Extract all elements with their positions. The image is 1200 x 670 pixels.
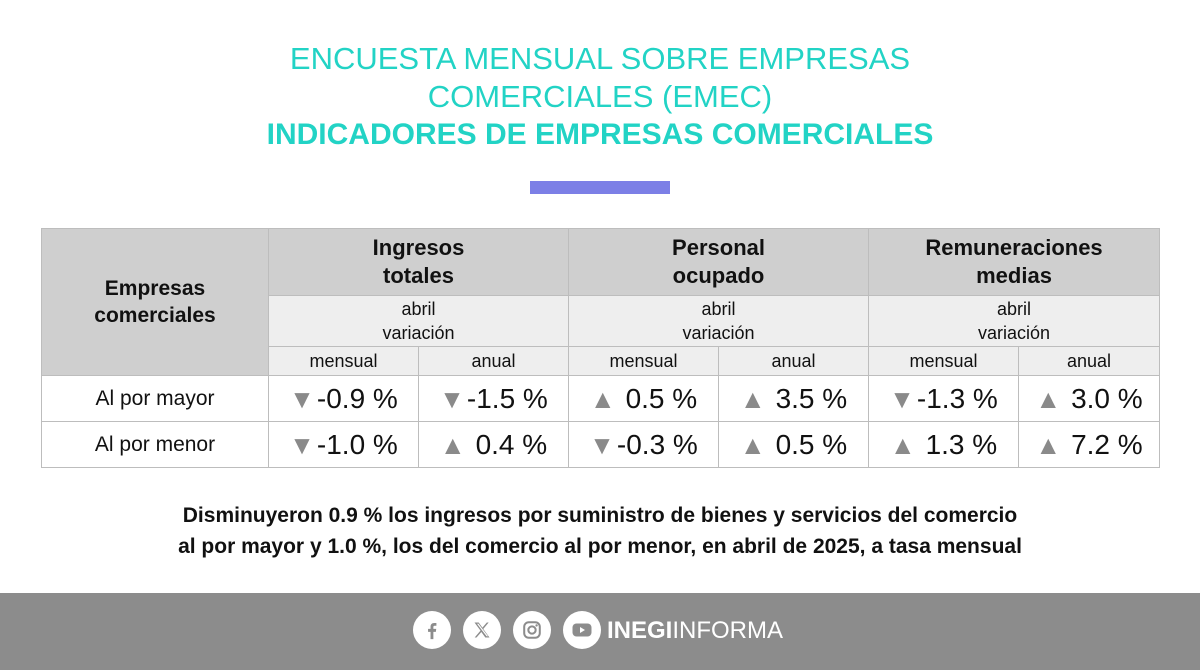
- value-cell: ▼-0.9 %: [268, 375, 419, 422]
- footnote-line2: al por mayor y 1.0 %, los del comercio a…: [178, 535, 1022, 558]
- triangle-down-icon: ▼: [289, 383, 315, 414]
- value-cell: ▼-1.3 %: [868, 375, 1020, 422]
- period-header: abril variación: [267, 295, 570, 347]
- value-text: -0.9 %: [316, 382, 398, 414]
- triangle-up-icon: ▲: [589, 383, 616, 414]
- group-line1: Personal: [672, 235, 765, 260]
- value-text: -1.5 %: [466, 382, 548, 414]
- corner-header: Empresas comerciales: [41, 228, 269, 376]
- period-header: abril variación: [868, 295, 1161, 347]
- brand-regular: INFORMA: [672, 617, 784, 644]
- facebook-icon[interactable]: [413, 611, 451, 649]
- value-cell: ▼-1.0 %: [268, 421, 419, 468]
- triangle-up-icon: ▲: [739, 429, 766, 460]
- period-line2: variación: [382, 323, 455, 343]
- corner-label-line1: Empresas: [104, 277, 206, 300]
- accent-bar: [530, 181, 670, 194]
- row-label: Al por mayor: [41, 375, 269, 422]
- triangle-down-icon: ▼: [439, 383, 465, 414]
- period-header: abril variación: [568, 295, 870, 347]
- value-text: -1.0 %: [316, 428, 398, 460]
- table-row: Al por mayor ▼-0.9 % ▼-1.5 % ▲ 0.5 % ▲ 3.5 % ▼-…: [41, 375, 1161, 422]
- period-line1: abril: [701, 299, 736, 319]
- table-body: Al por mayor ▼-0.9 % ▼-1.5 % ▲ 0.5 % ▲ 3.5 % ▼-…: [41, 375, 1161, 468]
- value-text: -0.3 %: [616, 428, 698, 460]
- x-icon[interactable]: [463, 611, 501, 649]
- triangle-down-icon: ▼: [889, 383, 915, 414]
- youtube-icon[interactable]: [563, 611, 601, 649]
- header: ENCUESTA MENSUAL SOBRE EMPRESAS COMERCIA…: [0, 40, 1200, 154]
- value-cell: ▲ 0.5 %: [568, 375, 720, 422]
- period-line2: variación: [978, 323, 1051, 343]
- value-text: 0.4 %: [475, 428, 548, 460]
- subhead-anual: anual: [718, 346, 870, 376]
- title-line-2: COMERCIALES (EMEC): [427, 79, 773, 114]
- triangle-down-icon: ▼: [289, 429, 315, 460]
- social-links: [413, 611, 613, 649]
- value-cell: ▲ 3.0 %: [1018, 375, 1161, 422]
- value-text: 3.5 %: [775, 382, 848, 414]
- group-header-ingresos: Ingresos totales: [267, 228, 570, 296]
- triangle-up-icon: ▲: [1035, 429, 1062, 460]
- footer: INEGIINFORMA: [0, 593, 1200, 670]
- value-cell: ▲ 3.5 %: [718, 375, 870, 422]
- footnote: Disminuyeron 0.9 % los ingresos por sumi…: [0, 500, 1200, 562]
- group-header-remuneraciones: Remuneraciones medias: [868, 228, 1161, 296]
- triangle-up-icon: ▲: [1035, 383, 1062, 414]
- triangle-up-icon: ▲: [439, 429, 466, 460]
- period-line2: variación: [682, 323, 755, 343]
- indicators-table: Empresas comerciales Ingresos totales Pe…: [41, 228, 1161, 468]
- period-line1: abril: [997, 299, 1032, 319]
- brand-bold: INEGI: [607, 617, 673, 644]
- instagram-icon[interactable]: [513, 611, 551, 649]
- value-text: 3.0 %: [1071, 382, 1143, 414]
- value-cell: ▼-1.5 %: [417, 375, 570, 422]
- value-cell: ▼-0.3 %: [568, 421, 720, 468]
- value-text: -1.3 %: [916, 382, 998, 414]
- value-text: 7.2 %: [1071, 428, 1143, 460]
- value-text: 0.5 %: [775, 428, 848, 460]
- footnote-line1: Disminuyeron 0.9 % los ingresos por sumi…: [182, 504, 1018, 527]
- subhead-anual: anual: [417, 346, 570, 376]
- triangle-down-icon: ▼: [589, 429, 615, 460]
- value-text: 0.5 %: [625, 382, 698, 414]
- group-line1: Remuneraciones: [925, 235, 1103, 260]
- period-line1: abril: [401, 299, 436, 319]
- table-row: Al por menor ▼-1.0 % ▲ 0.4 % ▼-0.3 % ▲ 0.5 % ▲ 1…: [41, 421, 1161, 468]
- row-label: Al por menor: [41, 421, 269, 468]
- group-line1: Ingresos: [372, 235, 465, 260]
- subhead-mensual: mensual: [268, 346, 419, 376]
- value-cell: ▲ 0.4 %: [417, 421, 570, 468]
- value-cell: ▲ 1.3 %: [868, 421, 1020, 468]
- group-line2: totales: [383, 263, 454, 288]
- group-header-personal: Personal ocupado: [568, 228, 870, 296]
- brand-logo: INEGIINFORMA: [607, 617, 783, 645]
- title-line-1: ENCUESTA MENSUAL SOBRE EMPRESAS: [289, 41, 911, 76]
- triangle-up-icon: ▲: [889, 429, 916, 460]
- subhead-mensual: mensual: [568, 346, 720, 376]
- value-cell: ▲ 0.5 %: [718, 421, 870, 468]
- triangle-up-icon: ▲: [739, 383, 766, 414]
- subhead-mensual: mensual: [868, 346, 1020, 376]
- group-line2: ocupado: [672, 263, 765, 288]
- value-cell: ▲ 7.2 %: [1018, 421, 1161, 468]
- subhead-anual: anual: [1018, 346, 1161, 376]
- subtitle: INDICADORES DE EMPRESAS COMERCIALES: [266, 118, 934, 151]
- value-text: 1.3 %: [925, 428, 998, 460]
- group-line2: medias: [976, 263, 1052, 288]
- corner-label-line2: comerciales: [94, 304, 216, 327]
